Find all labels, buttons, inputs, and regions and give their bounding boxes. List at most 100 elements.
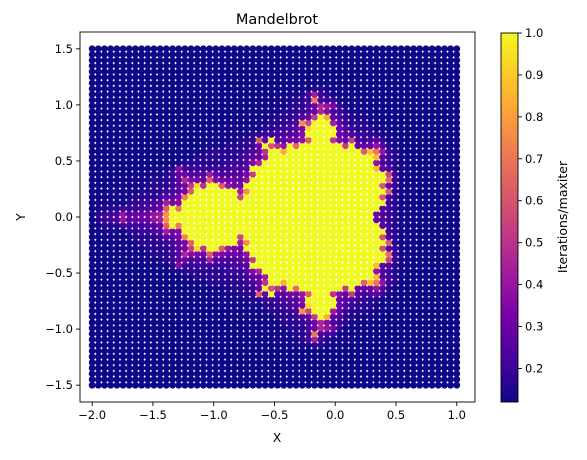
heatmap-point — [150, 136, 158, 144]
chart-title: Mandelbrot — [236, 12, 318, 28]
heatmap-point — [212, 102, 220, 110]
heatmap-point — [317, 130, 325, 138]
heatmap-point — [403, 347, 411, 355]
heatmap-point — [193, 136, 201, 144]
heatmap-point — [403, 79, 411, 87]
heatmap-point — [230, 239, 238, 247]
heatmap-point — [138, 296, 145, 304]
heatmap-point — [298, 381, 306, 389]
heatmap-point — [373, 284, 380, 292]
heatmap-point — [335, 256, 343, 264]
heatmap-point — [441, 227, 448, 235]
heatmap-point — [249, 227, 257, 235]
heatmap-point — [428, 136, 436, 144]
heatmap-point — [447, 370, 454, 378]
heatmap-point — [175, 142, 183, 150]
heatmap-point — [187, 216, 195, 224]
heatmap-point — [447, 381, 454, 389]
heatmap-point — [162, 358, 170, 366]
heatmap-point — [267, 91, 275, 98]
heatmap-point — [181, 301, 189, 309]
heatmap-point — [187, 313, 195, 321]
heatmap-point — [274, 130, 281, 138]
heatmap-point — [385, 96, 393, 104]
heatmap-point — [119, 296, 127, 304]
heatmap-point — [212, 51, 220, 58]
heatmap-point — [132, 153, 139, 161]
heatmap-point — [317, 62, 325, 70]
heatmap-point — [175, 199, 183, 207]
heatmap-point — [249, 142, 257, 150]
heatmap-point — [88, 279, 96, 286]
heatmap-point — [410, 170, 417, 178]
heatmap-point — [305, 85, 312, 93]
heatmap-point — [237, 187, 244, 195]
heatmap-point — [305, 336, 312, 343]
heatmap-point — [187, 62, 195, 70]
heatmap-point — [329, 79, 337, 87]
heatmap-point — [101, 353, 108, 361]
heatmap-point — [391, 68, 399, 76]
heatmap-point — [391, 176, 399, 184]
heatmap-point — [132, 148, 139, 155]
heatmap-point — [187, 376, 195, 383]
heatmap-point — [428, 125, 436, 133]
heatmap-point — [379, 222, 387, 229]
heatmap-point — [199, 262, 207, 269]
heatmap-point — [403, 301, 411, 309]
heatmap-point — [311, 296, 319, 304]
heatmap-point — [267, 307, 275, 315]
heatmap-point — [199, 370, 207, 378]
heatmap-point — [360, 85, 368, 93]
heatmap-point — [169, 239, 176, 247]
heatmap-point — [317, 290, 325, 298]
heatmap-point — [107, 273, 115, 281]
heatmap-point — [311, 273, 319, 281]
heatmap-point — [305, 130, 312, 138]
heatmap-point — [107, 319, 115, 326]
heatmap-point — [286, 290, 294, 298]
heatmap-point — [107, 153, 115, 161]
heatmap-point — [243, 364, 251, 372]
heatmap-point — [453, 301, 461, 309]
heatmap-point — [237, 62, 244, 70]
heatmap-point — [335, 233, 343, 241]
heatmap-point — [230, 51, 238, 58]
heatmap-point — [101, 148, 108, 155]
heatmap-point — [169, 159, 176, 167]
heatmap-point — [255, 222, 263, 229]
heatmap-point — [274, 341, 281, 349]
heatmap-point — [298, 142, 306, 150]
heatmap-point — [237, 68, 244, 76]
heatmap-point — [348, 301, 356, 309]
heatmap-point — [150, 130, 158, 138]
heatmap-point — [317, 79, 325, 87]
heatmap-point — [280, 73, 288, 81]
heatmap-point — [212, 250, 220, 258]
heatmap-point — [286, 296, 294, 304]
heatmap-point — [410, 91, 417, 98]
heatmap-point — [434, 301, 442, 309]
heatmap-point — [342, 182, 349, 190]
heatmap-point — [138, 108, 145, 115]
heatmap-point — [397, 153, 405, 161]
heatmap-point — [193, 176, 201, 184]
heatmap-point — [391, 193, 399, 201]
heatmap-point — [94, 125, 102, 133]
heatmap-point — [379, 199, 387, 207]
heatmap-point — [342, 102, 349, 110]
heatmap-point — [138, 324, 145, 332]
heatmap-point — [379, 108, 387, 115]
heatmap-point — [274, 222, 281, 229]
heatmap-point — [94, 170, 102, 178]
heatmap-point — [416, 113, 424, 121]
heatmap-point — [144, 176, 152, 184]
heatmap-point — [373, 376, 380, 383]
heatmap-point — [101, 165, 108, 172]
heatmap-point — [249, 353, 257, 361]
heatmap-point — [335, 199, 343, 207]
heatmap-point — [212, 244, 220, 252]
heatmap-point — [101, 284, 108, 292]
heatmap-point — [329, 227, 337, 235]
heatmap-point — [94, 45, 102, 53]
